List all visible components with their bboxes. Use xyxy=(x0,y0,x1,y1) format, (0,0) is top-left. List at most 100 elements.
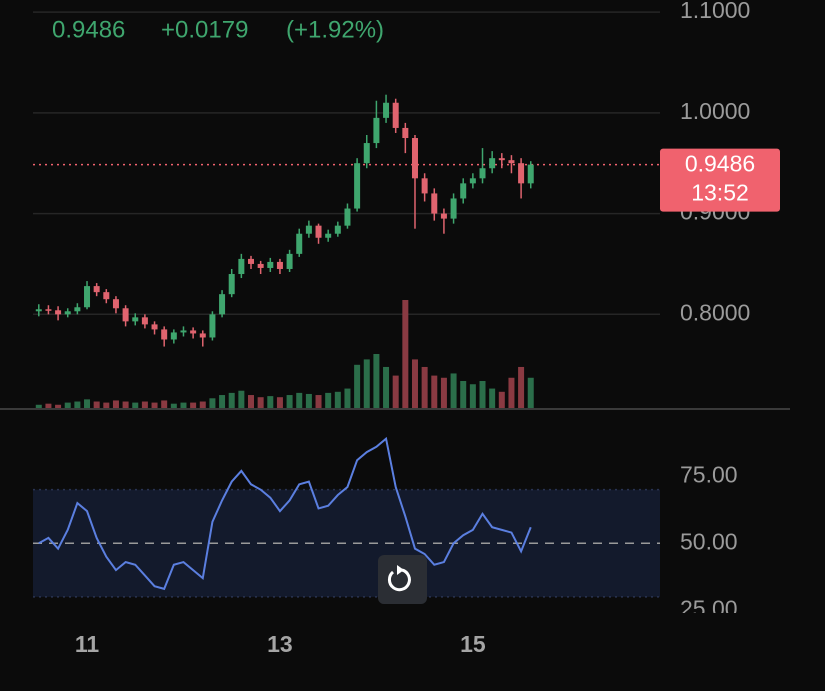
candle-body xyxy=(421,178,428,194)
volume-bar xyxy=(257,397,264,408)
candle-body xyxy=(180,330,187,333)
candle-body xyxy=(74,307,81,312)
volume-bar xyxy=(248,395,255,408)
candle-body xyxy=(440,213,447,219)
candle-body xyxy=(460,183,467,199)
candle-body xyxy=(363,143,370,164)
header-change: +0.0179 xyxy=(161,16,248,43)
volume-bar xyxy=(354,364,361,408)
candle-body xyxy=(170,332,177,340)
volume-bar xyxy=(296,392,303,408)
volume-bar xyxy=(334,391,341,408)
x-tick-label: 13 xyxy=(267,631,293,657)
candle-body xyxy=(151,324,158,330)
candle-body xyxy=(296,233,303,254)
candle-body xyxy=(315,225,322,238)
volume-bar xyxy=(508,377,515,408)
candle-body xyxy=(276,261,283,269)
volume-bar xyxy=(132,402,139,408)
candle-body xyxy=(190,330,197,334)
volume-bar xyxy=(286,395,293,408)
candle-body xyxy=(373,117,380,144)
volume-bar xyxy=(84,399,91,408)
volume-bar xyxy=(103,402,110,408)
y-tick-label: 1.1000 xyxy=(680,0,750,23)
candle-body xyxy=(489,158,496,169)
y-tick-label: 1.0000 xyxy=(680,98,750,124)
volume-bar xyxy=(55,404,62,408)
volume-bar xyxy=(479,381,486,408)
y-tick-label: 0.8000 xyxy=(680,299,750,325)
volume-bar xyxy=(74,401,81,408)
y-tick-label: 75.00 xyxy=(680,461,738,487)
volume-bar xyxy=(527,377,534,408)
candle-body xyxy=(248,258,255,264)
volume-bar xyxy=(122,401,129,408)
volume-bar xyxy=(45,403,52,408)
last-price-label: 0.9486 xyxy=(685,151,755,177)
reset-icon[interactable] xyxy=(387,568,411,592)
reset-button-bg[interactable] xyxy=(378,555,427,604)
candle-body xyxy=(45,309,52,311)
volume-bar xyxy=(421,366,428,408)
volume-bar xyxy=(315,395,322,408)
candle-body xyxy=(344,208,351,226)
candle-body xyxy=(93,286,100,293)
volume-bar xyxy=(344,388,351,408)
candle-body xyxy=(469,178,476,184)
volume-bar xyxy=(267,396,274,408)
candle-body xyxy=(431,193,438,214)
candle-body xyxy=(228,274,235,295)
candle-body xyxy=(508,160,515,164)
volume-bar xyxy=(112,400,119,408)
candle-body xyxy=(518,163,525,184)
candle-body xyxy=(219,294,226,315)
volume-bar xyxy=(325,392,332,408)
volume-bar xyxy=(411,359,418,408)
candle-body xyxy=(325,233,332,238)
last-price-tag xyxy=(660,148,780,212)
volume-bar xyxy=(276,397,283,408)
candle-body xyxy=(411,138,418,179)
volume-bar xyxy=(170,403,177,408)
candle-body xyxy=(257,263,264,268)
candle-body xyxy=(527,164,534,184)
volume-bar xyxy=(383,366,390,408)
volume-bar xyxy=(35,404,42,408)
volume-bar xyxy=(190,402,197,408)
volume-bar xyxy=(518,366,525,408)
volume-bar xyxy=(431,375,438,408)
volume-bar xyxy=(141,401,148,408)
candle-body xyxy=(354,163,361,209)
candle-body xyxy=(64,311,71,315)
candle-body xyxy=(479,168,486,179)
candle-body xyxy=(103,292,110,300)
volume-bar xyxy=(180,402,187,408)
header-price: 0.9486 xyxy=(52,16,125,43)
volume-bar xyxy=(440,377,447,408)
candle-body xyxy=(161,329,168,340)
candle-body xyxy=(286,253,293,269)
reset-icon-arrow[interactable] xyxy=(397,565,404,575)
candle-body xyxy=(84,286,91,308)
candle-body xyxy=(199,333,206,338)
volume-bar xyxy=(498,391,505,408)
y-tick-label: 50.00 xyxy=(680,528,738,554)
candle-body xyxy=(498,158,505,161)
candle-body xyxy=(450,198,457,219)
y-tick-label: 25.00 xyxy=(680,595,738,621)
countdown-label: 13:52 xyxy=(691,180,749,206)
volume-bar xyxy=(402,300,409,408)
volume-bar xyxy=(489,388,496,408)
candle-body xyxy=(383,102,390,118)
candle-body xyxy=(122,308,129,322)
volume-bar xyxy=(219,395,226,408)
volume-bar xyxy=(460,381,467,408)
candle-body xyxy=(209,314,216,338)
candle-body xyxy=(55,310,62,315)
reset-button[interactable] xyxy=(378,555,427,604)
volume-bar xyxy=(469,384,476,408)
candle-body xyxy=(238,258,245,275)
candle-body xyxy=(141,317,148,325)
